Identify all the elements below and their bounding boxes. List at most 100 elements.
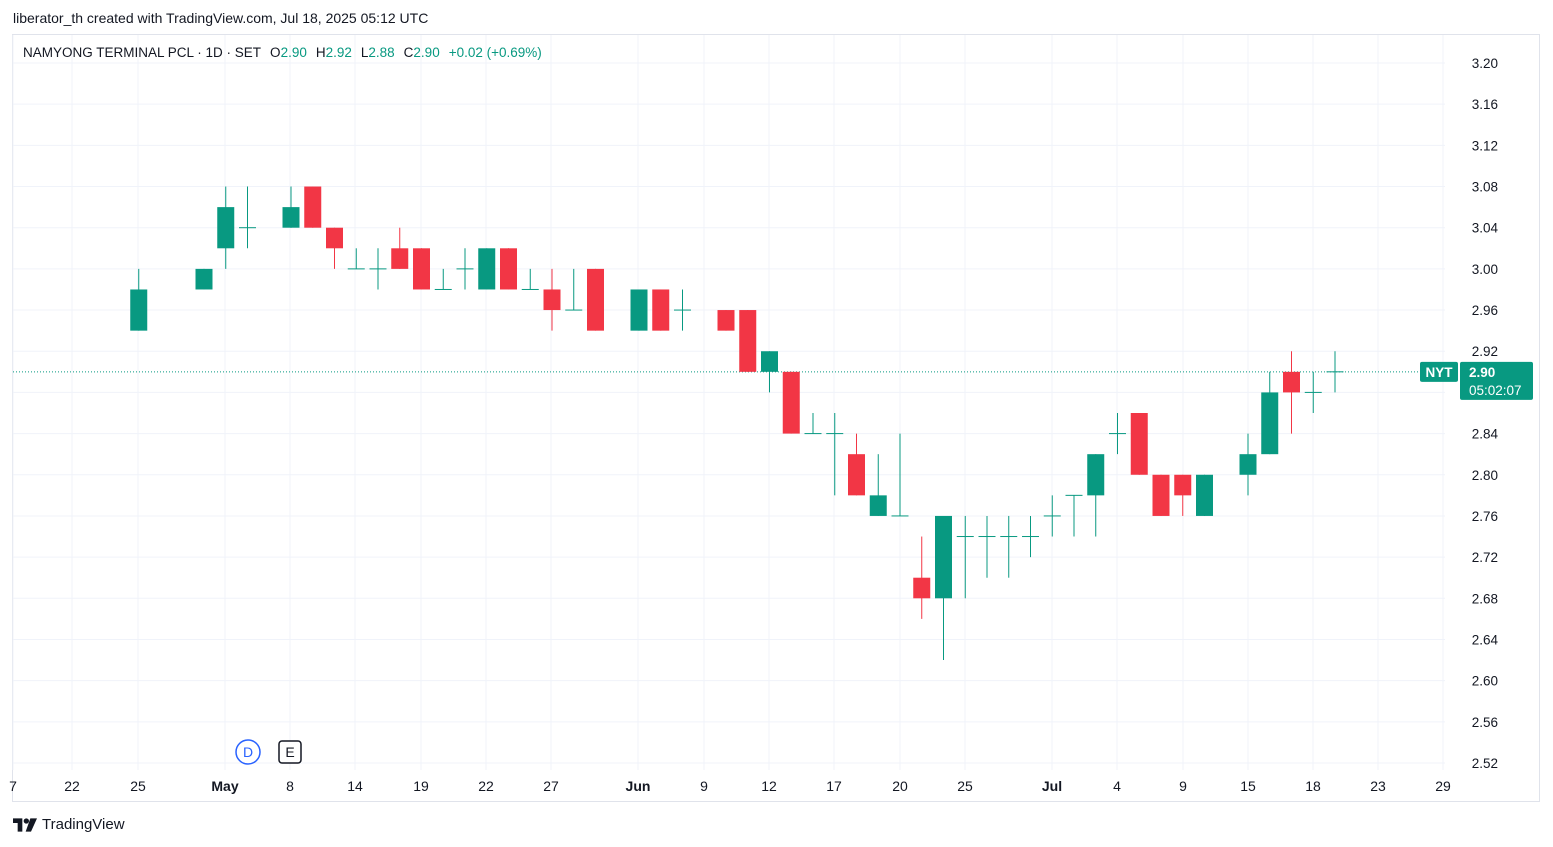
candle[interactable] <box>826 413 844 496</box>
candle[interactable] <box>1152 474 1170 516</box>
candle[interactable] <box>1239 433 1257 496</box>
earnings-icon[interactable]: E <box>278 740 302 764</box>
ohlc-legend: NAMYONG TERMINAL PCL · 1D · SET O 2.90 H… <box>23 45 551 60</box>
candle[interactable] <box>804 413 822 435</box>
candle[interactable] <box>347 248 365 270</box>
candle[interactable] <box>1022 515 1039 558</box>
candle[interactable] <box>1130 413 1148 475</box>
candle-body <box>826 433 844 435</box>
candle-body <box>739 310 757 372</box>
candle[interactable] <box>282 186 300 228</box>
price-tick-label: 2.52 <box>1472 756 1498 771</box>
candle[interactable] <box>761 351 778 393</box>
time-tick-label: 9 <box>700 778 708 794</box>
dividend-icon[interactable]: D <box>235 739 261 765</box>
time-tick-label: 19 <box>413 778 429 794</box>
candle[interactable] <box>587 268 604 331</box>
candle[interactable] <box>782 371 800 434</box>
candle[interactable] <box>674 289 691 331</box>
candle[interactable] <box>478 248 496 290</box>
time-tick-label: 27 <box>543 778 559 794</box>
candle-body <box>130 289 148 331</box>
candle[interactable] <box>1043 495 1061 537</box>
candle-body <box>761 351 778 372</box>
symbol-tag-label: NYT <box>1426 365 1454 380</box>
candle[interactable] <box>891 433 909 517</box>
candle[interactable] <box>1000 515 1018 578</box>
candle[interactable] <box>1087 454 1105 537</box>
candle[interactable] <box>456 248 474 290</box>
time-tick-label: 8 <box>286 778 294 794</box>
low-value: 2.88 <box>368 45 395 60</box>
symbol-title[interactable]: NAMYONG TERMINAL PCL · 1D · SET <box>23 45 262 60</box>
candle-body <box>935 515 952 599</box>
candle-body <box>1130 413 1148 475</box>
candle[interactable] <box>913 536 931 619</box>
price-tick-label: 3.12 <box>1472 138 1498 153</box>
candle-body <box>782 371 800 434</box>
time-tick-label: May <box>211 778 238 794</box>
candle-body <box>543 289 561 311</box>
candle[interactable] <box>391 227 409 269</box>
time-tick-label: Jun <box>626 778 651 794</box>
candle-body <box>1174 474 1192 496</box>
candle-body <box>1326 371 1344 373</box>
candle[interactable] <box>978 515 996 578</box>
candle[interactable] <box>521 268 539 290</box>
candle[interactable] <box>1196 474 1213 516</box>
candle[interactable] <box>1326 351 1344 393</box>
close-value: 2.90 <box>413 45 440 60</box>
candle-body <box>282 207 300 228</box>
candle[interactable] <box>869 454 887 516</box>
candle[interactable] <box>630 289 648 331</box>
candle[interactable] <box>739 310 757 372</box>
candle[interactable] <box>1261 371 1279 455</box>
candle[interactable] <box>195 268 213 290</box>
time-tick-label: 17 <box>826 778 842 794</box>
time-tick-label: 22 <box>64 778 80 794</box>
last-price-label: 2.90 <box>1469 365 1495 380</box>
candle-body <box>674 309 691 311</box>
candle[interactable] <box>1065 494 1083 537</box>
tradingview-logo[interactable]: TradingView <box>13 816 125 833</box>
candle[interactable] <box>956 515 974 599</box>
high-value: 2.92 <box>325 45 352 60</box>
candle[interactable] <box>130 268 148 331</box>
candle[interactable] <box>1174 474 1192 516</box>
candle[interactable] <box>543 268 561 331</box>
price-tick-label: 3.04 <box>1472 221 1499 236</box>
price-tick-label: 2.92 <box>1472 344 1498 359</box>
time-tick-label: 29 <box>1435 778 1451 794</box>
candle[interactable] <box>369 248 387 290</box>
candle[interactable] <box>500 248 517 290</box>
candle[interactable] <box>848 433 865 496</box>
time-tick-label: 7 <box>9 778 17 794</box>
candle[interactable] <box>434 268 452 290</box>
candle[interactable] <box>239 186 256 249</box>
candle-body <box>1261 392 1279 455</box>
candle[interactable] <box>413 248 430 290</box>
candle-body <box>587 268 604 331</box>
candle[interactable] <box>217 186 235 269</box>
candle[interactable] <box>304 186 322 228</box>
time-axis: 7 22 25 May 8 14 19 22 27 Jun 9 12 17 20 25 Jul 4 9 15 18 23… <box>9 778 1451 794</box>
price-tick-label: 2.76 <box>1472 509 1498 524</box>
candle[interactable] <box>1109 413 1126 455</box>
svg-text:D: D <box>243 744 253 760</box>
candle[interactable] <box>565 268 583 311</box>
change-value: +0.02 (+0.69%) <box>448 45 542 60</box>
time-tick-label: 20 <box>892 778 908 794</box>
candle[interactable] <box>1283 351 1300 434</box>
candle[interactable] <box>1304 371 1322 413</box>
candle[interactable] <box>935 515 952 661</box>
candle-body <box>434 288 452 290</box>
candle[interactable] <box>652 289 670 331</box>
candle[interactable] <box>326 227 343 269</box>
candle-body <box>1283 371 1300 393</box>
low-label: L <box>360 45 369 60</box>
time-tick-label: 23 <box>1370 778 1386 794</box>
candle[interactable] <box>717 310 735 331</box>
candle-body <box>1304 391 1322 393</box>
candle-body <box>1239 454 1257 475</box>
